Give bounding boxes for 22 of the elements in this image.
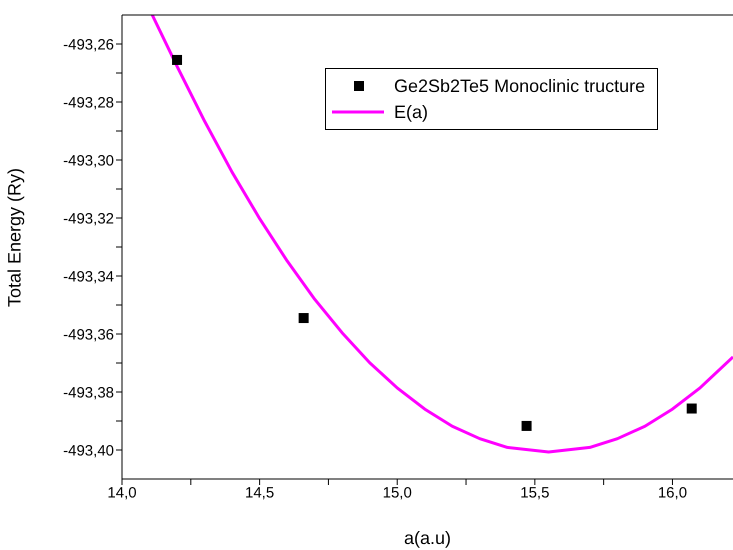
legend-label: Ge2Sb2Te5 Monoclinic tructure: [394, 75, 646, 98]
point: [686, 404, 697, 414]
y-axis-title: Total Energy (Ry): [4, 168, 24, 307]
y-tick-label: -493,30: [63, 152, 114, 170]
x-tick-label: 16,0: [658, 484, 688, 502]
x-tick-label: 15,5: [520, 484, 550, 502]
y-tick-label: -493,40: [63, 442, 114, 460]
x-tick-label: 14,5: [245, 484, 274, 502]
y-tick-label: -493,26: [63, 36, 114, 54]
y-tick-label: -493,38: [63, 384, 114, 402]
y-tick-label: -493,34: [63, 268, 114, 286]
x-tick-label: 15,0: [382, 484, 412, 502]
line-series: [150, 15, 733, 454]
legend-label: E(a): [394, 101, 428, 124]
y-tick-label: -493,36: [63, 326, 114, 344]
x-axis-title: a(a.u): [404, 528, 452, 548]
y-tick-label: -493,28: [63, 94, 114, 112]
point: [298, 313, 309, 324]
y-tick-label: -493,32: [63, 210, 114, 228]
point: [522, 420, 532, 431]
point: [172, 54, 182, 65]
x-tick-label: 14,0: [107, 484, 137, 502]
